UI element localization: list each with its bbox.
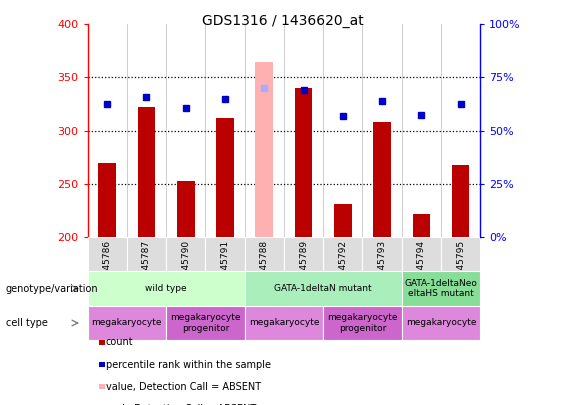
Bar [323, 306, 402, 340]
Bar [245, 237, 284, 271]
Text: percentile rank within the sample: percentile rank within the sample [106, 360, 271, 369]
Text: GSM45787: GSM45787 [142, 240, 151, 289]
Bar [88, 271, 245, 306]
Bar [166, 306, 245, 340]
Bar [441, 237, 480, 271]
Bar [295, 88, 312, 237]
Text: GSM45793: GSM45793 [377, 240, 386, 289]
Bar [166, 237, 206, 271]
Bar [206, 237, 245, 271]
Bar [452, 164, 470, 237]
Text: GATA-1deltaN mutant: GATA-1deltaN mutant [275, 284, 372, 293]
Text: megakaryocyte: megakaryocyte [249, 318, 319, 328]
Bar [334, 204, 351, 237]
Bar [98, 162, 116, 237]
Bar [88, 237, 127, 271]
Bar [412, 213, 430, 237]
Text: megakaryocyte
progenitor: megakaryocyte progenitor [327, 313, 398, 333]
Text: GSM45792: GSM45792 [338, 240, 347, 289]
Text: GATA-1deltaNeo
eltaHS mutant: GATA-1deltaNeo eltaHS mutant [405, 279, 477, 298]
Text: GSM45790: GSM45790 [181, 240, 190, 289]
Bar [245, 271, 402, 306]
Text: megakaryocyte: megakaryocyte [406, 318, 476, 328]
Bar [88, 306, 166, 340]
Bar [127, 237, 166, 271]
Text: value, Detection Call = ABSENT: value, Detection Call = ABSENT [106, 382, 261, 392]
Bar [177, 181, 194, 237]
Text: GSM45794: GSM45794 [417, 240, 426, 289]
Text: GSM45788: GSM45788 [260, 240, 269, 289]
Bar [255, 62, 273, 237]
Bar [373, 122, 391, 237]
Text: GSM45786: GSM45786 [103, 240, 112, 289]
Bar [402, 271, 480, 306]
Text: cell type: cell type [6, 318, 47, 328]
Text: megakaryocyte: megakaryocyte [92, 318, 162, 328]
Text: wild type: wild type [145, 284, 187, 293]
Bar [323, 237, 363, 271]
Bar [216, 118, 234, 237]
Bar [402, 237, 441, 271]
Text: rank, Detection Call = ABSENT: rank, Detection Call = ABSENT [106, 404, 256, 405]
Bar [402, 306, 480, 340]
Text: GDS1316 / 1436620_at: GDS1316 / 1436620_at [202, 14, 363, 28]
Text: megakaryocyte
progenitor: megakaryocyte progenitor [170, 313, 241, 333]
Bar [284, 237, 323, 271]
Text: GSM45795: GSM45795 [456, 240, 465, 289]
Bar [138, 107, 155, 237]
Bar [245, 306, 323, 340]
Bar [363, 237, 402, 271]
Text: GSM45791: GSM45791 [220, 240, 229, 289]
Text: count: count [106, 337, 133, 347]
Text: GSM45789: GSM45789 [299, 240, 308, 289]
Text: genotype/variation: genotype/variation [6, 284, 98, 294]
